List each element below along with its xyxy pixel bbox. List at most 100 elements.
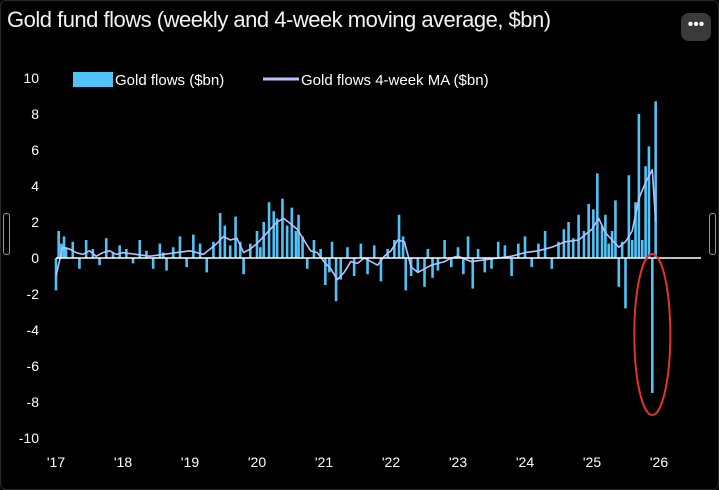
more-options-button[interactable]: ••• [681,13,711,41]
flow-bar [319,249,322,258]
flow-bar [178,236,182,258]
flow-bar [330,241,334,258]
flow-bar [301,236,304,258]
flow-bar [471,258,475,289]
flow-bar [431,258,434,278]
x-tick-label: '26 [650,454,668,470]
x-tick-label: '24 [516,454,534,470]
y-tick-label: 0 [31,250,39,266]
flow-bar [84,240,88,258]
x-tick-label: '18 [114,454,132,470]
legend-flows-swatch [73,72,113,87]
flow-bar [582,231,586,258]
flow-bar [218,213,222,258]
flow-bar [297,214,300,258]
flow-bar [352,258,356,276]
flow-bar [346,247,349,258]
more-horizontal-icon: ••• [687,16,705,33]
flow-bar [324,258,327,285]
y-tick-label: 4 [31,178,39,194]
flow-bar [562,229,566,258]
flow-bar [600,225,604,258]
flow-bar [379,258,383,282]
flow-bar [259,247,262,258]
flow-bar [272,211,276,258]
flow-bars [54,101,657,393]
y-tick-label: 8 [31,106,39,122]
flow-bar [359,243,363,258]
flow-bar [275,218,279,258]
flow-bar [366,258,369,275]
x-tick-label: '17 [47,454,65,470]
flow-bar [517,243,520,258]
flow-bar [627,175,631,258]
flow-bar [198,243,202,258]
flow-bar [436,258,440,271]
flow-bar [577,214,580,258]
flow-bar [651,258,654,393]
y-tick-label: -10 [19,430,39,446]
flow-bar [151,258,155,269]
flow-bar [404,258,408,291]
flow-bar [462,258,465,275]
flow-bar [328,258,331,273]
flow-bar [496,241,500,258]
flow-bar [312,240,316,258]
flow-bar [249,243,252,258]
flow-bar [557,241,560,258]
x-tick-label: '20 [248,454,266,470]
flow-bar [443,240,446,258]
flow-bar [550,258,554,269]
flow-bar [610,231,614,258]
x-tick-label: '23 [449,454,467,470]
flow-bar [78,258,81,269]
flow-bar [64,247,68,258]
right-resize-handle[interactable] [709,213,716,255]
flow-bar [624,258,627,309]
flow-bar [145,250,148,258]
flow-bar [647,146,651,258]
flow-bar [416,258,420,273]
legend-ma-label: Gold flows 4-week MA ($bn) [301,72,489,89]
flow-bar [637,114,641,258]
highlight-annotation-ellipse [633,253,672,416]
y-tick-label: 10 [23,70,39,86]
left-resize-handle[interactable] [3,213,10,255]
flow-bar [57,231,60,258]
flow-bar [620,241,624,258]
flow-bar [212,241,215,258]
flow-bar [510,258,513,276]
flow-bar [138,240,142,258]
flow-bar [530,258,533,267]
flow-bar [228,245,232,258]
flow-bar [158,243,162,258]
flow-bar [393,240,396,258]
flow-bar [165,258,168,271]
flow-bar [294,231,298,258]
y-tick-label: -8 [27,394,40,410]
flow-bar [161,252,165,258]
flow-bar [185,258,188,267]
flow-bar [456,247,460,258]
x-tick-label: '19 [181,454,199,470]
flow-bar [305,258,309,269]
x-tick-label: '25 [583,454,601,470]
flow-bar [596,173,599,258]
y-tick-label: -6 [27,358,40,374]
y-tick-label: -4 [27,322,40,338]
flow-bar [285,225,289,258]
flow-bar [523,236,527,258]
y-axis-ticks: 10 8 6 4 2 0 -2 -4 -6 -8 -10 [19,70,39,446]
flow-bar [238,241,242,258]
flow-bar [567,222,570,258]
ma-series-line [55,169,657,281]
flow-bar [644,166,647,258]
flow-bar [111,252,115,258]
flow-bar [262,222,265,258]
flow-bar [205,258,209,273]
flow-bar [334,258,338,302]
flow-bar [281,198,284,258]
x-axis-ticks: '17 '18 '19 '20 '21 '22 '23 '24 '25 '26 [47,454,668,470]
flow-bar [401,236,405,258]
